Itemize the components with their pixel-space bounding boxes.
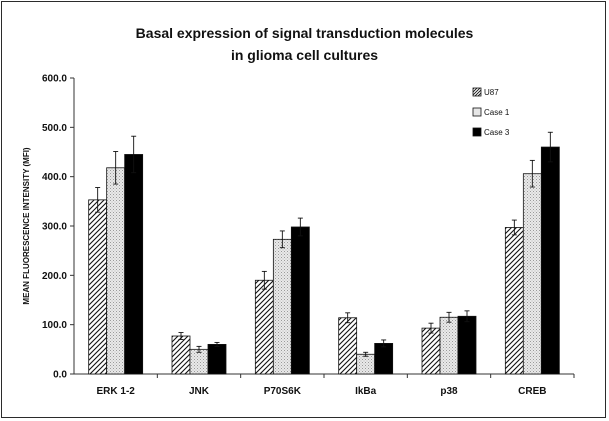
bar [421,327,441,375]
bar [88,199,108,375]
bar [272,238,292,375]
legend-swatch [472,87,482,97]
y-tick-label: 400.0 [42,172,67,183]
bar [124,154,144,375]
y-tick-label: 100.0 [42,320,67,331]
bar [356,353,376,375]
y-tick-label: 0.0 [53,370,67,381]
legend-label: Case 3 [484,128,510,137]
bar [457,315,477,375]
y-tick-label: 300.0 [42,222,67,233]
x-tick-label: ERK 1-2 [96,386,135,397]
x-tick-label: p38 [440,386,458,397]
bar [504,227,524,375]
legend-swatch [472,127,482,137]
bar [540,146,560,375]
y-tick-label: 200.0 [42,271,67,282]
y-tick-label: 600.0 [42,74,67,85]
chart-title-line-2: in glioma cell cultures [230,47,379,63]
chart-title: Basal expression of signal transduction … [2,22,607,66]
legend-swatch [472,107,482,117]
bar [338,317,358,375]
bar [106,167,126,375]
bar [439,316,459,375]
bar [254,279,274,375]
bar [374,343,394,375]
x-tick-label: P70S6K [264,386,302,397]
bar [171,335,191,375]
y-axis-title: MEAN FLUORESCENCE INTENSITY (MFI) [22,147,31,305]
bar [522,173,542,375]
legend-label: U87 [484,88,499,97]
bar [189,348,209,375]
y-tick-label: 500.0 [42,123,67,134]
x-tick-label: JNK [189,386,210,397]
x-tick-label: CREB [518,386,546,397]
chart-title-line-1: Basal expression of signal transduction … [135,25,474,41]
bar [207,343,227,375]
legend-label: Case 1 [484,108,510,117]
bar [290,226,310,375]
x-tick-label: IkBa [355,386,377,397]
